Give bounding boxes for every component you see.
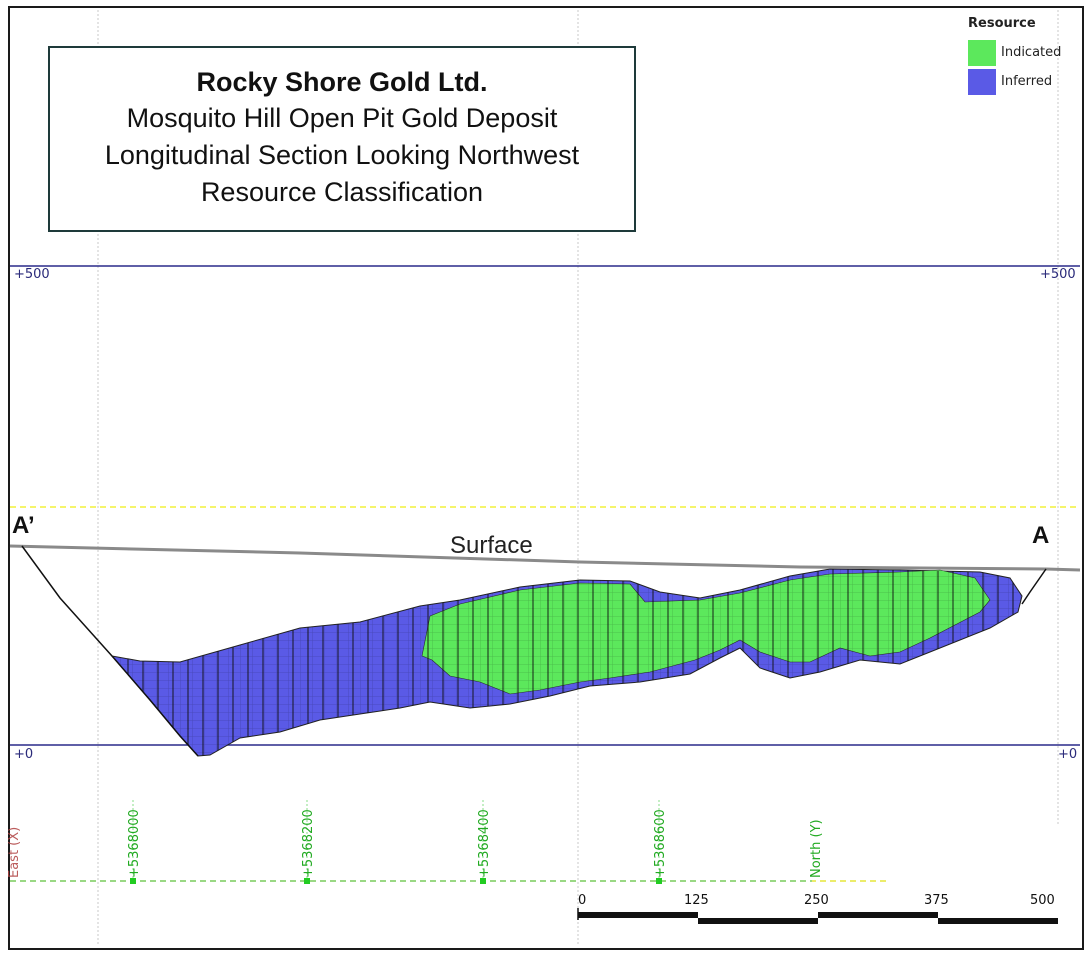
company-title: Rocky Shore Gold Ltd.	[196, 67, 488, 97]
elevation-label-500-left: +500	[14, 267, 50, 282]
elevation-label-0-right: +0	[1058, 747, 1078, 762]
section-point-a-prime: A’	[12, 512, 35, 539]
pit-outline	[21, 545, 199, 757]
scale-tick-label: 0	[578, 893, 587, 908]
east-axis-label-partial: East (X)	[7, 827, 22, 878]
north-tick-label: +5368400	[477, 809, 492, 878]
legend-label: Indicated	[1001, 45, 1062, 60]
deposit-title: Mosquito Hill Open Pit Gold Deposit	[126, 103, 558, 133]
legend-item-inferred: Inferred	[968, 67, 1078, 96]
indicated-swatch	[968, 39, 996, 66]
elevation-label-500-right: +500	[1040, 267, 1076, 282]
legend-item-indicated: Indicated	[968, 38, 1078, 67]
legend-heading: Resource	[968, 16, 1036, 31]
title-box: Rocky Shore Gold Ltd. Mosquito Hill Open…	[48, 46, 636, 232]
section-title: Longitudinal Section Looking Northwest	[104, 140, 580, 170]
legend: Resource Indicated Inferred	[968, 16, 1078, 96]
scale-tick-label: 125	[684, 893, 709, 908]
pit-outline-right	[1021, 568, 1047, 605]
legend-label: Inferred	[1001, 74, 1053, 89]
north-tick	[656, 800, 662, 884]
scale-tick-label: 250	[804, 893, 829, 908]
block-grid-overlay	[112, 569, 1022, 756]
north-tick-label: +5368600	[653, 809, 668, 878]
scale-tick-label: 375	[924, 893, 949, 908]
inferred-swatch	[968, 68, 996, 95]
elevation-label-0-left: +0	[14, 747, 34, 762]
surface-line	[9, 544, 1081, 572]
north-tick-label: +5368000	[127, 809, 142, 878]
north-axis-label: North (Y)	[809, 819, 824, 878]
scale-bar	[577, 908, 1058, 924]
north-tick	[304, 800, 310, 884]
north-tick-label: +5368200	[301, 809, 316, 878]
figure-frame	[8, 6, 1084, 950]
classification-title: Resource Classification	[200, 177, 484, 207]
scale-tick-label: 500	[1030, 893, 1055, 908]
north-tick	[480, 800, 486, 884]
section-point-a: A	[1032, 522, 1050, 549]
north-tick	[130, 800, 136, 884]
surface-label: Surface	[450, 532, 533, 559]
